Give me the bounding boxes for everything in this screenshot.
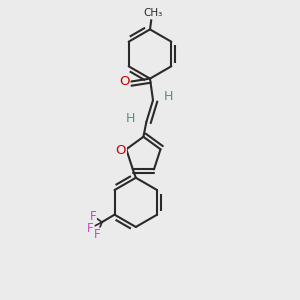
Text: O: O — [116, 144, 126, 157]
Text: F: F — [94, 228, 101, 241]
Text: H: H — [126, 112, 136, 125]
Text: F: F — [90, 210, 96, 223]
Text: H: H — [164, 90, 173, 103]
Text: CH₃: CH₃ — [144, 8, 163, 18]
Text: O: O — [119, 75, 130, 88]
Text: F: F — [87, 222, 94, 235]
